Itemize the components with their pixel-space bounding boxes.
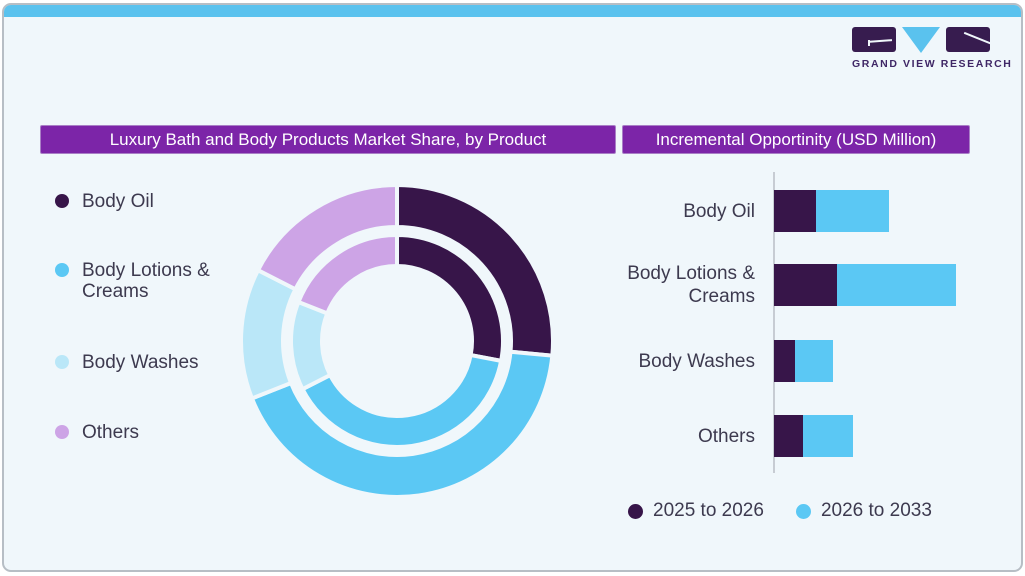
brand-logo: GRAND VIEW RESEARCH xyxy=(852,27,1013,70)
donut-segment-outer-ring-body-washes xyxy=(239,267,299,402)
legend-swatch xyxy=(628,503,643,519)
bar-axis-line xyxy=(773,172,775,473)
bar-segment-2025-to-2026 xyxy=(774,415,803,457)
logo-g-icon xyxy=(852,27,896,52)
legend-item-body-lotions-creams: Body Lotions & Creams xyxy=(55,260,232,302)
bar-segment-2026-to-2033 xyxy=(816,190,889,232)
donut-segment-inner-ring-others xyxy=(295,232,399,316)
bar-segment-2025-to-2026 xyxy=(774,264,837,306)
period-legend-item-2026-to-2033: 2026 to 2033 xyxy=(795,500,932,522)
bar-category-label: Body Oil xyxy=(683,200,755,222)
bar-row-body-lotions-creams: Body Lotions & Creams xyxy=(600,263,956,307)
donut-chart xyxy=(239,182,555,499)
brand-name: GRAND VIEW RESEARCH xyxy=(852,58,1013,70)
legend-swatch xyxy=(55,194,69,208)
logo-glyphs xyxy=(852,27,1002,53)
bar-row-body-washes: Body Washes xyxy=(600,340,833,382)
top-accent-strip xyxy=(4,5,1021,17)
legend-swatch xyxy=(55,425,69,439)
stacked-bar xyxy=(774,340,833,382)
logo-v-triangle-icon xyxy=(902,27,940,53)
legend-label: 2025 to 2026 xyxy=(653,500,764,521)
legend-label: 2026 to 2033 xyxy=(820,500,932,521)
stacked-bar xyxy=(774,264,956,306)
bar-panel-title: Incremental Opportinity (USD Million) xyxy=(622,125,970,154)
bar-category-label: Others xyxy=(697,425,755,447)
bar-row-others: Others xyxy=(600,415,853,457)
stacked-bar xyxy=(774,415,853,457)
bar-segment-2025-to-2026 xyxy=(774,190,816,232)
bar-segment-2025-to-2026 xyxy=(774,340,795,382)
legend-label: Body Oil xyxy=(82,191,154,212)
legend-item-body-oil: Body Oil xyxy=(55,191,154,212)
donut-segment-inner-ring-body-lotions-creams xyxy=(299,352,504,449)
legend-item-body-washes: Body Washes xyxy=(55,352,199,373)
donut-segment-outer-ring-others xyxy=(255,182,399,292)
legend-label: Others xyxy=(82,422,140,443)
donut-segment-outer-ring-body-lotions-creams xyxy=(249,349,555,499)
period-legend: 2025 to 2026 2026 to 2033 xyxy=(628,500,932,522)
bar-row-body-oil: Body Oil xyxy=(600,190,889,232)
legend-swatch xyxy=(55,355,69,369)
stacked-bar xyxy=(774,190,889,232)
bar-segment-2026-to-2033 xyxy=(803,415,853,457)
legend-label: Body Washes xyxy=(82,352,199,373)
period-legend-item-2025-to-2026: 2025 to 2026 xyxy=(628,500,764,522)
logo-r-icon xyxy=(946,27,990,52)
legend-swatch xyxy=(795,503,811,519)
legend-swatch xyxy=(55,263,69,277)
bar-segment-2026-to-2033 xyxy=(795,340,833,382)
legend-item-others: Others xyxy=(55,422,139,443)
bar-category-label: Body Washes xyxy=(638,350,755,372)
legend-label: Body Lotions & Creams xyxy=(82,260,210,302)
bar-segment-2026-to-2033 xyxy=(837,264,956,306)
donut-panel-title: Luxury Bath and Body Products Market Sha… xyxy=(40,125,616,154)
donut-segment-inner-ring-body-washes xyxy=(289,299,333,392)
bar-category-label: Body Lotions & Creams xyxy=(627,263,755,307)
